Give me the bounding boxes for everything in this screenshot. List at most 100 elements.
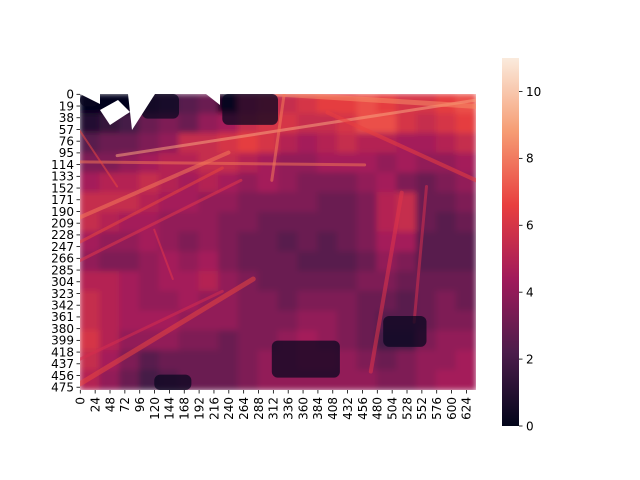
- heatmap-cell: [237, 290, 259, 312]
- heatmap-cell: [237, 172, 259, 194]
- heatmap-cell: [416, 290, 437, 312]
- heatmap-cell: [356, 152, 378, 174]
- heatmap-cell: [198, 330, 220, 352]
- heatmap-cell: [158, 290, 180, 312]
- heatmap-cell: [178, 350, 200, 371]
- heatmap-cell: [336, 211, 358, 233]
- heatmap-cell: [455, 350, 476, 371]
- heatmap-dark-region: [222, 94, 278, 125]
- heatmap-cell: [198, 132, 220, 154]
- heatmap-cell: [277, 192, 299, 213]
- y-tick-label: 418: [51, 345, 74, 359]
- heatmap-cell: [435, 290, 457, 312]
- heatmap-cell: [178, 251, 200, 273]
- x-tick-label: 336: [282, 397, 296, 420]
- heatmap-cell: [277, 251, 299, 273]
- x-tick-label: 576: [430, 397, 444, 420]
- heatmap-cell: [277, 310, 299, 332]
- heatmap-cell: [198, 211, 220, 233]
- y-tick-label: 304: [51, 275, 74, 289]
- heatmap-cell: [317, 271, 338, 292]
- heatmap-cell: [435, 132, 457, 154]
- heatmap-cell: [416, 369, 437, 390]
- heatmap-cell: [218, 350, 239, 371]
- heatmap-cell: [178, 271, 200, 292]
- heatmap-cell: [80, 113, 101, 134]
- x-tick-label: 96: [133, 397, 147, 412]
- heatmap-cell: [376, 192, 398, 213]
- heatmap-cell: [416, 172, 437, 194]
- heatmap-cell: [80, 290, 101, 312]
- x-tick-label: 600: [445, 397, 459, 420]
- heatmap-cell: [396, 271, 418, 292]
- heatmap-cell: [138, 271, 160, 292]
- colorbar-tick-label: 8: [526, 152, 534, 166]
- heatmap-cell: [455, 369, 476, 390]
- heatmap-cell: [455, 231, 476, 253]
- heatmap-cell: [218, 310, 239, 332]
- heatmap-cell: [376, 211, 398, 233]
- heatmap-cell: [218, 330, 239, 352]
- x-tick-label: 360: [296, 397, 310, 420]
- heatmap-cell: [396, 132, 418, 154]
- x-tick-label: 24: [88, 397, 102, 412]
- heatmap-cell: [237, 251, 259, 273]
- heatmap-streak: [80, 160, 367, 167]
- heatmap-streak: [270, 94, 286, 182]
- heatmap-cell: [435, 310, 457, 332]
- heatmap-cell: [336, 350, 358, 371]
- heatmap-cell: [396, 211, 418, 233]
- heatmap-cell: [356, 192, 378, 213]
- x-tick-label: 408: [326, 397, 340, 420]
- heatmap-cell: [257, 172, 279, 194]
- heatmap-cell: [455, 132, 476, 154]
- heatmap-cell: [455, 330, 476, 352]
- y-tick-label: 323: [51, 287, 74, 301]
- heatmap-cell: [119, 132, 140, 154]
- heatmap-streak: [80, 289, 224, 361]
- heatmap-cell: [237, 350, 259, 371]
- heatmap-cell: [138, 251, 160, 273]
- heatmap-streak: [80, 276, 256, 387]
- heatmap-cell: [396, 113, 418, 134]
- heatmap-cell: [317, 290, 338, 312]
- heatmap-cell: [218, 271, 239, 292]
- x-tick-label: 144: [163, 397, 177, 420]
- heatmap-cell: [455, 290, 476, 312]
- heatmap-cell: [317, 231, 338, 253]
- heatmap-cell: [336, 369, 358, 390]
- heatmap-cell: [435, 251, 457, 273]
- heatmap-empty-region: [100, 100, 130, 125]
- heatmap-cell: [435, 350, 457, 371]
- heatmap-cell: [396, 290, 418, 312]
- heatmap-cell: [317, 211, 338, 233]
- heatmap-cell: [416, 152, 437, 174]
- heatmap-cell: [119, 251, 140, 273]
- heatmap-cell: [257, 231, 279, 253]
- y-tick-label: 247: [51, 240, 74, 254]
- heatmap-cell: [376, 113, 398, 134]
- heatmap-cell: [455, 271, 476, 292]
- heatmap-cell: [317, 310, 338, 332]
- heatmap-cell: [257, 211, 279, 233]
- y-tick-label: 95: [59, 146, 74, 160]
- heatmap-cell: [198, 271, 220, 292]
- heatmap-cell: [257, 251, 279, 273]
- heatmap-cell: [297, 290, 319, 312]
- x-tick-label: 48: [103, 397, 117, 412]
- x-tick-label: 216: [207, 397, 221, 420]
- heatmap-cell: [99, 369, 121, 390]
- heatmap-cell: [119, 369, 140, 390]
- colorbar-tick-label: 4: [526, 285, 534, 299]
- heatmap-cell: [218, 251, 239, 273]
- x-tick-label: 552: [415, 397, 429, 420]
- heatmap-cell: [416, 132, 437, 154]
- heatmap-dark-region: [154, 374, 192, 390]
- heatmap-cell: [435, 113, 457, 134]
- heatmap-cell: [237, 192, 259, 213]
- heatmap-cell: [178, 113, 200, 134]
- heatmap-cell: [416, 211, 437, 233]
- colorbar-tick-label: 0: [526, 419, 534, 433]
- heatmap-cell: [435, 231, 457, 253]
- y-tick-label: 76: [59, 134, 74, 148]
